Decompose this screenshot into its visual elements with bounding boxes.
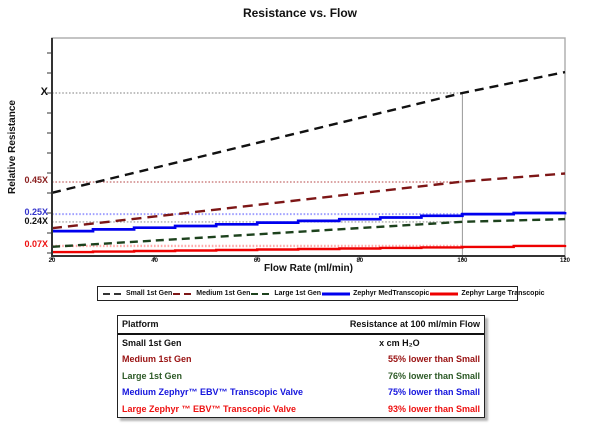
y-tick-label: 0.24X — [24, 216, 48, 226]
series-line — [51, 70, 566, 194]
table-row: Medium 1st Gen 55% lower than Small — [118, 351, 484, 368]
resistance-table: Platform Resistance at 100 ml/min Flow S… — [117, 315, 485, 418]
y-tick-label: X — [40, 86, 48, 98]
legend-line-swatch — [322, 292, 351, 296]
table-row: Medium Zephyr™ EBV™ Transcopic Valve 75%… — [118, 384, 484, 401]
legend-item: Small 1st Gen — [102, 290, 172, 297]
legend-line-swatch — [173, 293, 194, 295]
series-line — [52, 244, 567, 254]
y-tick-label: 0.25X — [24, 207, 48, 217]
chart-title: Resistance vs. Flow — [242, 6, 358, 20]
legend-item: Zephyr Large Transcopic — [429, 290, 545, 297]
legend-item: Medium 1st Gen — [172, 290, 250, 297]
x-axis-label: Flow Rate (ml/min) — [264, 263, 353, 274]
legend-item-label: Zephyr MedTranscopic — [353, 290, 430, 297]
x-tick-label: 40 — [151, 258, 158, 264]
table-row: Small 1st Gen x cm H₂O — [118, 335, 484, 352]
table-header-resistance: Resistance at 100 ml/min Flow — [349, 319, 480, 330]
x-tick-label: 20 — [48, 258, 56, 264]
legend-line-swatch — [251, 293, 272, 295]
legend-item-label: Zephyr Large Transcopic — [461, 290, 545, 297]
y-tick-label: 0.45X — [24, 175, 48, 185]
plot-border — [51, 37, 566, 257]
x-tick-label: 60 — [253, 258, 261, 264]
legend-item: Large 1st Gen — [250, 290, 321, 297]
legend-item: Zephyr MedTranscopic — [321, 290, 429, 297]
legend-line-swatch — [103, 293, 123, 295]
value-cell: 93% lower than Small — [387, 403, 480, 414]
value-cell: 75% lower than Small — [387, 387, 480, 398]
platform-cell: Large 1st Gen — [122, 370, 183, 381]
value-cell: x cm H₂O — [379, 337, 420, 348]
legend-line-swatch — [430, 292, 459, 296]
series-line — [52, 211, 567, 233]
table-header-platform: Platform — [122, 319, 159, 330]
chart-legend: Small 1st Gen Medium 1st Gen Large 1st G… — [97, 286, 545, 301]
platform-cell: Small 1st Gen — [122, 337, 182, 348]
x-tick-label: 120 — [559, 258, 570, 264]
value-cell: 55% lower than Small — [387, 354, 480, 365]
legend-item-label: Medium 1st Gen — [196, 290, 251, 297]
series-line — [51, 172, 566, 230]
value-cell: 76% lower than Small — [387, 370, 480, 381]
platform-cell: Medium Zephyr™ EBV™ Transcopic Valve — [122, 387, 304, 398]
table-row: Large 1st Gen 76% lower than Small — [118, 368, 484, 385]
table-row: Large Zephyr ™ EBV™ Transcopic Valve 93%… — [118, 401, 484, 418]
platform-cell: Medium 1st Gen — [122, 354, 192, 365]
x-tick-label: 100 — [457, 258, 468, 264]
table-header-row: Platform Resistance at 100 ml/min Flow — [118, 316, 484, 335]
x-tick-label: 80 — [356, 258, 364, 264]
series-line — [51, 217, 566, 248]
legend-item-label: Large 1st Gen — [274, 290, 322, 297]
legend-item-label: Small 1st Gen — [126, 290, 173, 297]
y-tick-label: 0.07X — [24, 239, 48, 249]
platform-cell: Large Zephyr ™ EBV™ Transcopic Valve — [122, 403, 297, 414]
